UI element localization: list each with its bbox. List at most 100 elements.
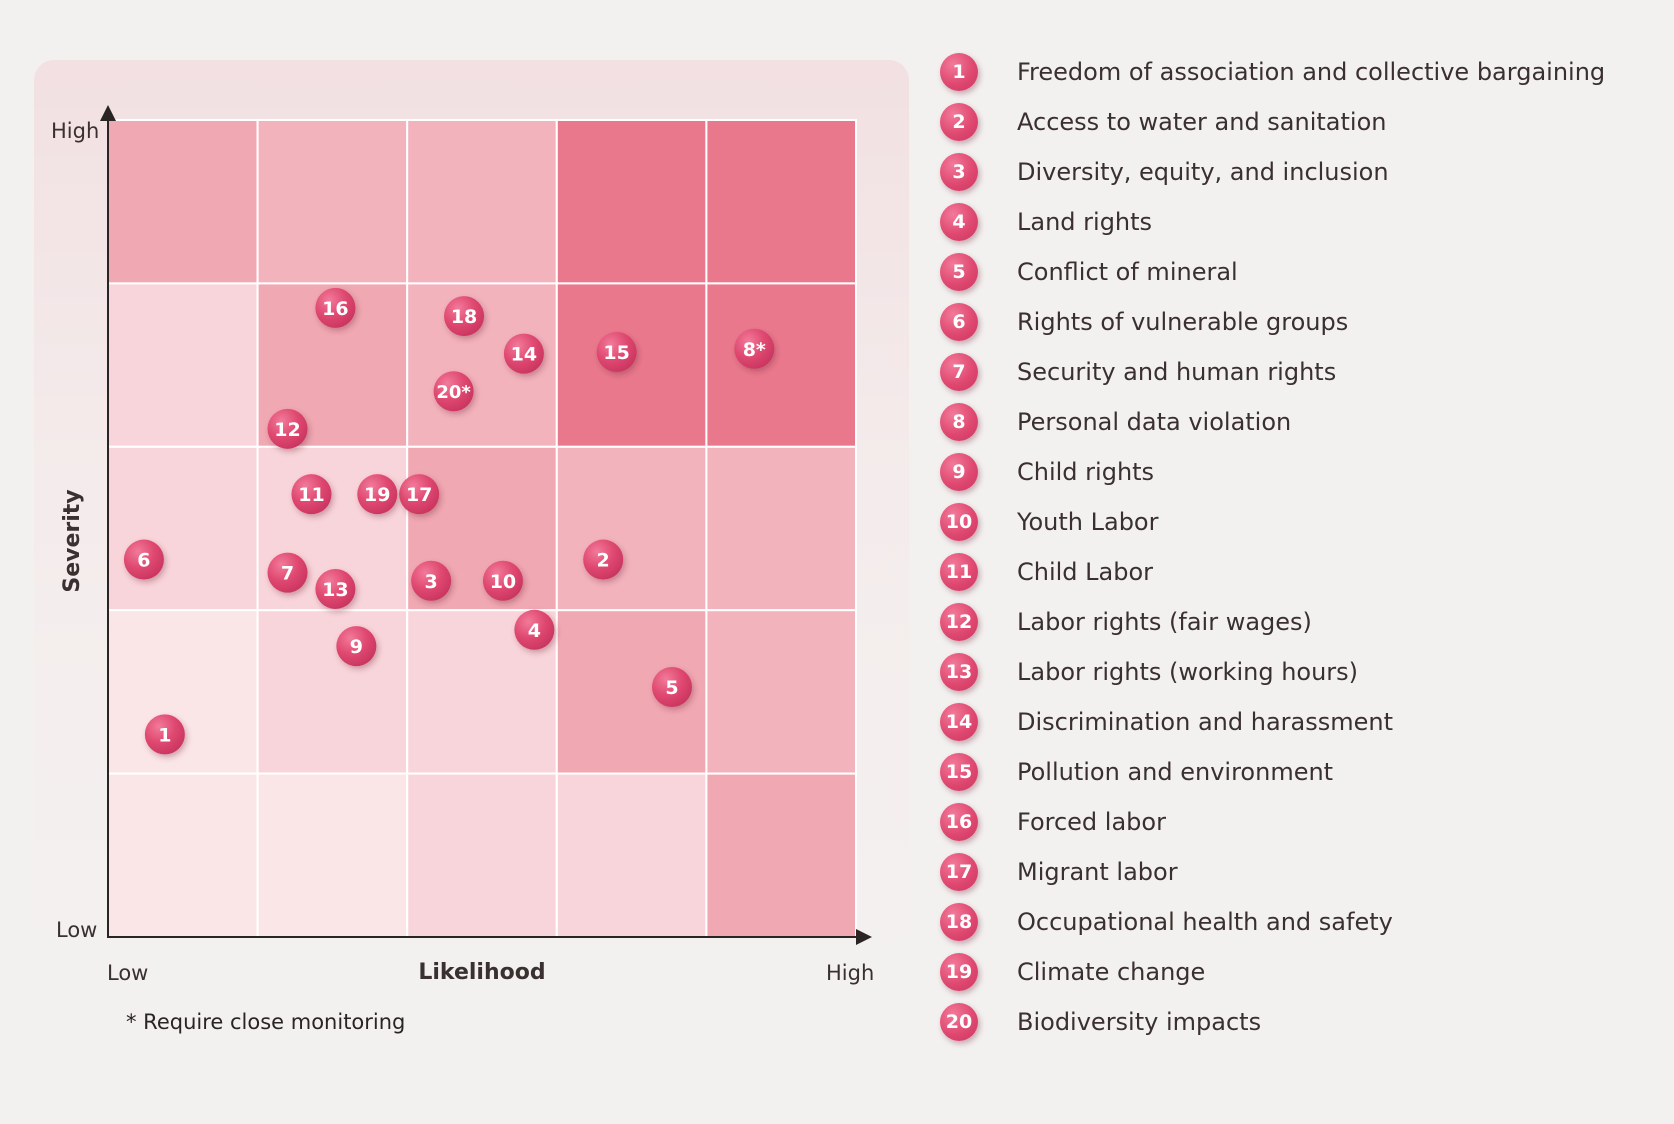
point-marker [651, 666, 692, 707]
data-point: 7 [267, 552, 308, 593]
legend-label: Rights of vulnerable groups [1017, 308, 1349, 336]
matrix-cell [705, 119, 858, 285]
matrix-cell [555, 772, 708, 938]
point-label: 16 [322, 298, 348, 320]
data-point: 3 [411, 560, 452, 601]
point-marker [411, 560, 452, 601]
y-axis-title: Severity [60, 489, 85, 592]
point-label: 12 [274, 419, 300, 441]
legend-item: 2 Access to water and sanitation [940, 97, 1660, 147]
point-marker [514, 609, 555, 650]
legend-badge: 10 [940, 503, 978, 541]
point-label: 8* [743, 339, 766, 361]
data-point: 8* [734, 328, 775, 369]
matrix-cell [555, 119, 708, 285]
legend-label: Conflict of mineral [1017, 258, 1238, 286]
point-label: 2 [597, 550, 610, 572]
data-point: 2 [583, 539, 624, 580]
legend-badge: 1 [940, 53, 978, 91]
legend-label: Climate change [1017, 958, 1206, 986]
legend-badge: 12 [940, 603, 978, 641]
legend-item: 1 Freedom of association and collective b… [940, 47, 1660, 97]
point-label: 20* [436, 382, 471, 403]
data-point: 9 [336, 626, 377, 667]
legend-badge: 17 [940, 853, 978, 891]
point-label: 19 [364, 484, 390, 506]
legend-label: Personal data violation [1017, 408, 1292, 436]
point-label: 1 [158, 724, 171, 746]
point-label: 15 [603, 342, 629, 364]
legend-item: 13 Labor rights (working hours) [940, 647, 1660, 697]
point-label: 4 [528, 620, 541, 642]
point-marker [336, 626, 377, 667]
matrix-cell [107, 282, 259, 448]
matrix-cell [555, 445, 708, 612]
legend-label: Youth Labor [1017, 508, 1159, 536]
legend-badge: 18 [940, 903, 978, 941]
x-high-label: High [826, 961, 874, 985]
point-marker [357, 474, 398, 515]
matrix-cell [406, 772, 558, 938]
data-point: 18 [444, 296, 485, 337]
point-marker [123, 539, 164, 580]
matrix-cell [705, 282, 858, 448]
legend-label: Discrimination and harassment [1017, 708, 1393, 736]
data-point: 20* [433, 371, 474, 412]
legend: 1 Freedom of association and collective b… [940, 47, 1660, 1047]
point-label: 10 [490, 571, 516, 593]
matrix-cell [107, 772, 259, 938]
matrix-cell [705, 772, 858, 938]
legend-item: 9 Child rights [940, 447, 1660, 497]
legend-item: 12 Labor rights (fair wages) [940, 597, 1660, 647]
point-marker [291, 474, 332, 515]
legend-item: 17 Migrant labor [940, 847, 1660, 897]
point-label: 3 [425, 571, 438, 593]
legend-label: Diversity, equity, and inclusion [1017, 158, 1389, 186]
legend-badge: 6 [940, 303, 978, 341]
legend-badge: 3 [940, 153, 978, 191]
legend-badge: 19 [940, 953, 978, 991]
data-point: 12 [267, 408, 308, 449]
matrix-axes: High Low Low High Likelihood Severity [51, 105, 874, 985]
point-label: 17 [406, 484, 432, 506]
matrix-cell [107, 445, 259, 612]
matrix-cell [107, 119, 259, 285]
legend-label: Labor rights (fair wages) [1017, 608, 1312, 636]
y-low-label: Low [56, 918, 97, 942]
legend-item: 10 Youth Labor [940, 497, 1660, 547]
point-label: 7 [281, 563, 294, 585]
legend-label: Pollution and environment [1017, 758, 1334, 786]
y-high-label: High [51, 119, 99, 143]
data-point: 17 [399, 474, 440, 515]
legend-badge: 8 [940, 403, 978, 441]
legend-label: Security and human rights [1017, 358, 1337, 386]
legend-badge: 9 [940, 453, 978, 491]
legend-badge: 11 [940, 553, 978, 591]
legend-label: Migrant labor [1017, 858, 1178, 886]
data-point: 6 [123, 539, 164, 580]
y-axis-arrow [100, 105, 116, 121]
x-axis-title: Likelihood [418, 960, 545, 985]
point-marker [433, 371, 474, 412]
legend-label: Child Labor [1017, 558, 1154, 586]
legend-item: 18 Occupational health and safety [940, 897, 1660, 947]
point-label: 11 [298, 484, 324, 506]
legend-label: Occupational health and safety [1017, 908, 1393, 936]
point-marker [399, 474, 440, 515]
legend-label: Land rights [1017, 208, 1153, 236]
point-marker [267, 552, 308, 593]
point-marker [267, 408, 308, 449]
legend-label: Labor rights (working hours) [1017, 658, 1359, 686]
matrix-cells [107, 119, 858, 938]
matrix-cell [406, 119, 558, 285]
point-marker [444, 296, 485, 337]
x-axis-arrow [856, 929, 872, 945]
point-marker [482, 560, 523, 601]
data-point: 16 [315, 287, 356, 328]
legend-item: 16 Forced labor [940, 797, 1660, 847]
legend-label: Forced labor [1017, 808, 1166, 836]
data-point: 15 [596, 332, 637, 373]
legend-label: Freedom of association and collective ba… [1017, 58, 1606, 86]
